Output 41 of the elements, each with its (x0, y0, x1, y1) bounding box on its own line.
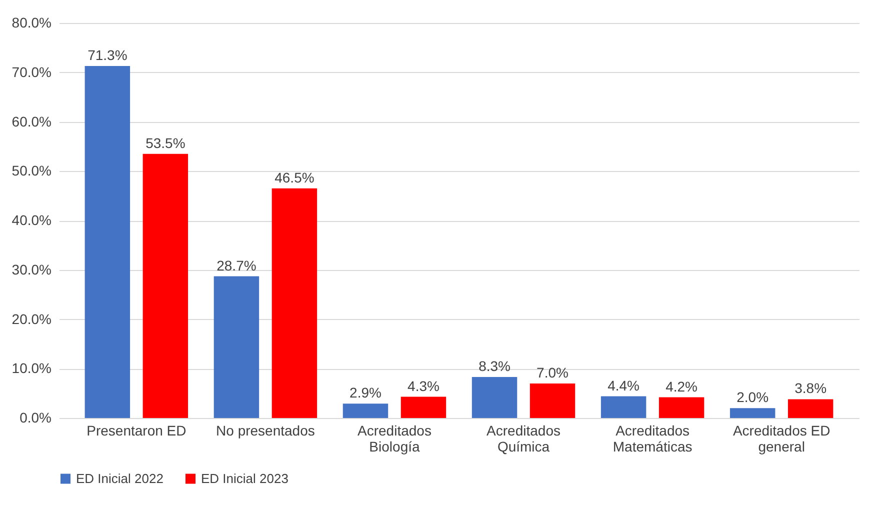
legend-label: ED Inicial 2022 (76, 470, 164, 486)
y-tick-label: 0.0% (20, 410, 52, 426)
y-tick-label: 30.0% (12, 261, 52, 278)
data-label: 4.3% (408, 378, 440, 394)
bar (730, 408, 776, 418)
data-label: 8.3% (478, 358, 510, 374)
bar (342, 404, 388, 418)
data-label: 28.7% (216, 257, 256, 274)
bar (272, 188, 318, 418)
x-tick-label: Acreditados Matemáticas (612, 422, 692, 454)
y-tick-label: 20.0% (12, 310, 52, 327)
x-tick-label: Acreditados ED general (732, 422, 830, 454)
x-tick-label: No presentados (216, 422, 315, 438)
bar (530, 383, 576, 418)
data-label: 53.5% (146, 134, 186, 151)
bar (658, 397, 704, 418)
data-label: 4.2% (666, 378, 698, 394)
bar (84, 66, 130, 418)
y-tick-label: 60.0% (12, 113, 52, 130)
x-tick-label: Acreditados Biología (358, 422, 432, 454)
data-label: 46.5% (274, 169, 314, 186)
data-label: 2.9% (350, 384, 382, 401)
data-label: 2.0% (736, 389, 769, 406)
y-tick-label: 10.0% (12, 360, 52, 376)
data-label: 3.8% (794, 380, 827, 396)
bar (600, 396, 646, 418)
y-tick-label: 80.0% (12, 14, 52, 30)
bar (400, 396, 446, 418)
legend-label: ED Inicial 2023 (201, 470, 288, 486)
bar (214, 276, 260, 418)
data-label: 4.4% (608, 377, 640, 394)
y-tick-label: 70.0% (12, 64, 52, 80)
y-tick-label: 50.0% (12, 162, 52, 179)
bar (472, 377, 518, 418)
data-label: 7.0% (536, 364, 568, 380)
bar (142, 154, 188, 418)
data-label: 71.3% (88, 46, 128, 63)
y-tick-label: 40.0% (12, 212, 52, 228)
bar (788, 399, 834, 418)
x-tick-label: Acreditados Química (486, 422, 560, 454)
x-tick-label: Presentaron ED (86, 422, 186, 438)
